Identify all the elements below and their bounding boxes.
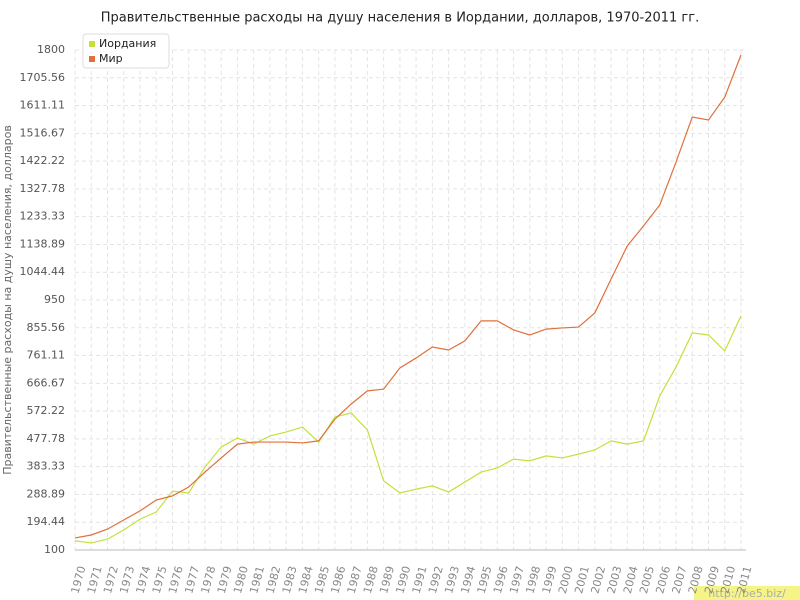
- legend-swatch: [89, 56, 95, 62]
- legend-label: Мир: [99, 52, 123, 65]
- data-line: [74, 54, 742, 539]
- y-tick-label: 1516.67: [20, 126, 66, 139]
- legend-box: [82, 33, 170, 69]
- watermark: http://be5.biz/: [708, 587, 786, 600]
- y-tick-label: 761.11: [27, 349, 66, 362]
- data-line: [74, 315, 742, 544]
- y-tick-label: 1422.22: [20, 154, 66, 167]
- y-axis-label: Правительственные расходы на душу населе…: [1, 125, 14, 475]
- y-tick-label: 666.67: [27, 376, 66, 389]
- y-tick-label: 100: [44, 543, 65, 556]
- y-tick-label: 194.44: [27, 515, 66, 528]
- y-tick-label: 1233.33: [20, 210, 66, 223]
- y-tick-label: 950: [44, 293, 65, 306]
- chart-title: Правительственные расходы на душу населе…: [101, 11, 699, 26]
- y-tick-label: 1138.89: [20, 237, 66, 250]
- legend-label: Иордания: [99, 37, 156, 50]
- y-tick-label: 288.89: [27, 487, 66, 500]
- y-tick-label: 1327.78: [20, 182, 66, 195]
- legend: Иордания Мир: [82, 33, 170, 69]
- watermark-bg: [694, 586, 800, 600]
- y-tick-label: 1705.56: [20, 71, 66, 84]
- y-tick-label: 572.22: [27, 404, 66, 417]
- y-tick-label: 1611.11: [20, 99, 66, 112]
- y-tick-label: 1044.44: [20, 265, 66, 278]
- y-tick-label: 1800: [37, 43, 65, 56]
- legend-swatch: [89, 41, 95, 47]
- y-tick-label: 477.78: [27, 432, 66, 445]
- y-tick-label: 855.56: [27, 321, 66, 334]
- y-tick-label: 383.33: [27, 460, 66, 473]
